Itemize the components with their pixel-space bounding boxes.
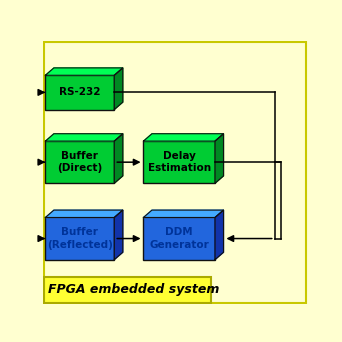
Polygon shape: [114, 134, 123, 183]
Text: Buffer
(Reflected): Buffer (Reflected): [47, 227, 113, 250]
Polygon shape: [144, 210, 224, 218]
Bar: [44, 277, 211, 303]
Polygon shape: [144, 134, 224, 141]
Text: Buffer
(Direct): Buffer (Direct): [57, 151, 103, 173]
Bar: [144, 141, 215, 183]
Bar: [45, 218, 114, 260]
Bar: [45, 75, 114, 109]
Bar: [45, 141, 114, 183]
Polygon shape: [114, 210, 123, 260]
Text: DDM
Generator: DDM Generator: [149, 227, 209, 250]
Polygon shape: [45, 68, 123, 75]
Bar: [144, 218, 215, 260]
Text: Delay
Estimation: Delay Estimation: [148, 151, 211, 173]
Polygon shape: [45, 210, 123, 218]
Polygon shape: [215, 134, 224, 183]
Text: FPGA embedded system: FPGA embedded system: [48, 284, 220, 297]
Polygon shape: [114, 68, 123, 109]
Polygon shape: [215, 210, 224, 260]
Text: RS-232: RS-232: [59, 88, 101, 97]
Polygon shape: [45, 134, 123, 141]
